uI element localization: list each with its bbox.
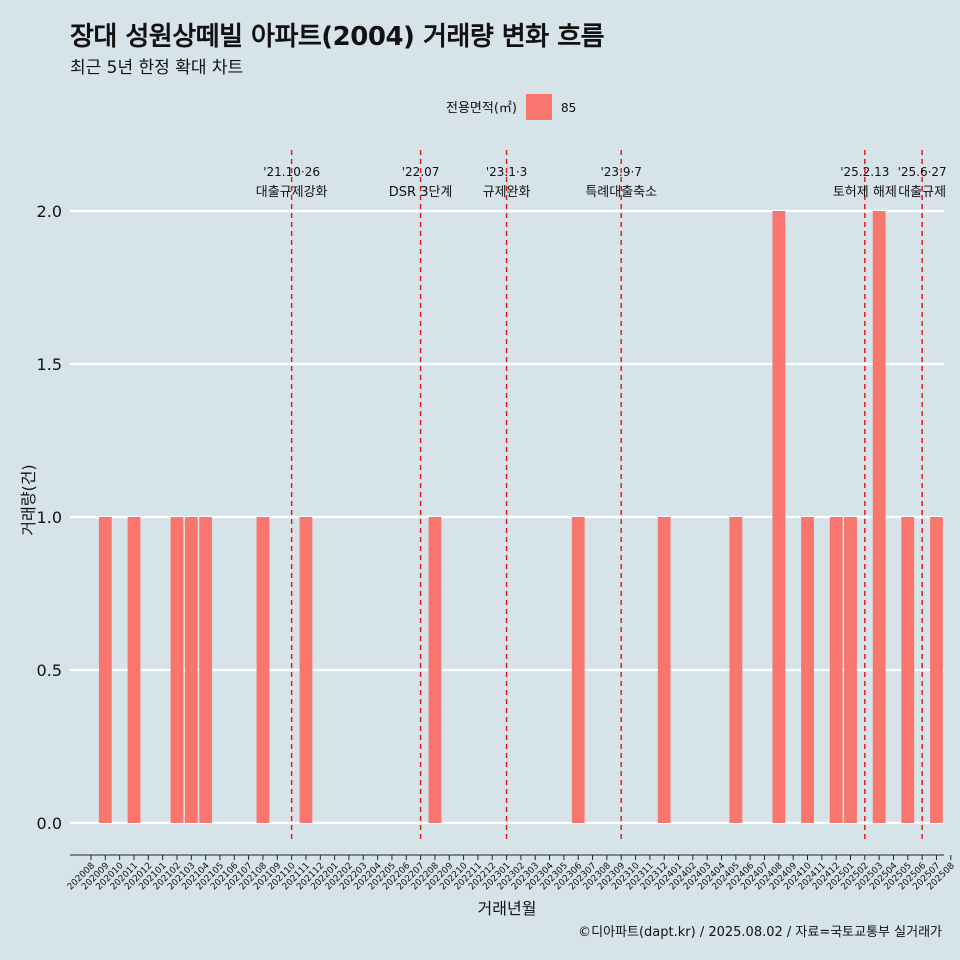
bar <box>872 211 886 823</box>
bar <box>98 517 112 823</box>
y-tick-label: 2.0 <box>37 202 62 221</box>
bar <box>829 517 843 823</box>
legend-label: 85 <box>561 101 576 115</box>
y-tick-label: 1.5 <box>37 355 62 374</box>
chart-title: 장대 성원상떼빌 아파트(2004) 거래량 변화 흐름 <box>70 22 605 52</box>
y-tick-label: 0.5 <box>37 661 62 680</box>
bar <box>428 517 442 823</box>
bar <box>657 517 671 823</box>
bar <box>801 517 814 823</box>
event-lines: '21.10·26 대출규제강화 '22.07 DSR 3단계 '23.1·3 규제완화 '… <box>256 150 947 842</box>
legend: 전용면적(㎡) 85 <box>446 94 576 120</box>
bar <box>256 517 270 823</box>
event-date-label: '25.2.13 <box>840 165 889 179</box>
event-date-label: '25.6·27 <box>898 165 947 179</box>
bar <box>901 517 915 823</box>
axes: 0.00.51.01.52.02020082020092020102020112… <box>19 202 957 918</box>
grid-lines <box>70 209 944 825</box>
event-name-label: 토허제 해제 <box>833 185 897 200</box>
bar <box>844 517 857 823</box>
bar <box>170 517 184 823</box>
y-axis-title: 거래량(건) <box>19 464 38 535</box>
event-date-label: '21.10·26 <box>263 165 320 179</box>
bar <box>199 517 213 823</box>
bar <box>127 517 141 823</box>
bar <box>299 517 313 823</box>
event-name-label: 규제완화 <box>483 185 531 200</box>
event-date-label: '23.1·3 <box>486 165 527 179</box>
y-tick-label: 0.0 <box>37 814 62 833</box>
legend-swatch <box>526 94 552 120</box>
source-caption: ©디아파트(dapt.kr) / 2025.08.02 / 자료=국토교통부 실… <box>578 925 942 940</box>
legend-title: 전용면적(㎡) <box>446 101 517 116</box>
bar <box>772 211 786 823</box>
event-name-label: 특례대출축소 <box>585 185 657 200</box>
event-name-label: 대출규제 <box>898 185 946 200</box>
bar <box>729 517 743 823</box>
event-name-label: 대출규제강화 <box>256 185 328 200</box>
chart-subtitle: 최근 5년 한정 확대 차트 <box>70 58 244 78</box>
bar <box>930 517 943 823</box>
y-tick-label: 1.0 <box>37 508 62 527</box>
event-name-label: DSR 3단계 <box>389 185 453 200</box>
bar <box>571 517 585 823</box>
event-date-label: '22.07 <box>402 165 440 179</box>
event-date-label: '23.9·7 <box>600 165 641 179</box>
x-axis-title: 거래년월 <box>478 899 537 918</box>
bar <box>184 517 198 823</box>
bars <box>98 211 943 823</box>
